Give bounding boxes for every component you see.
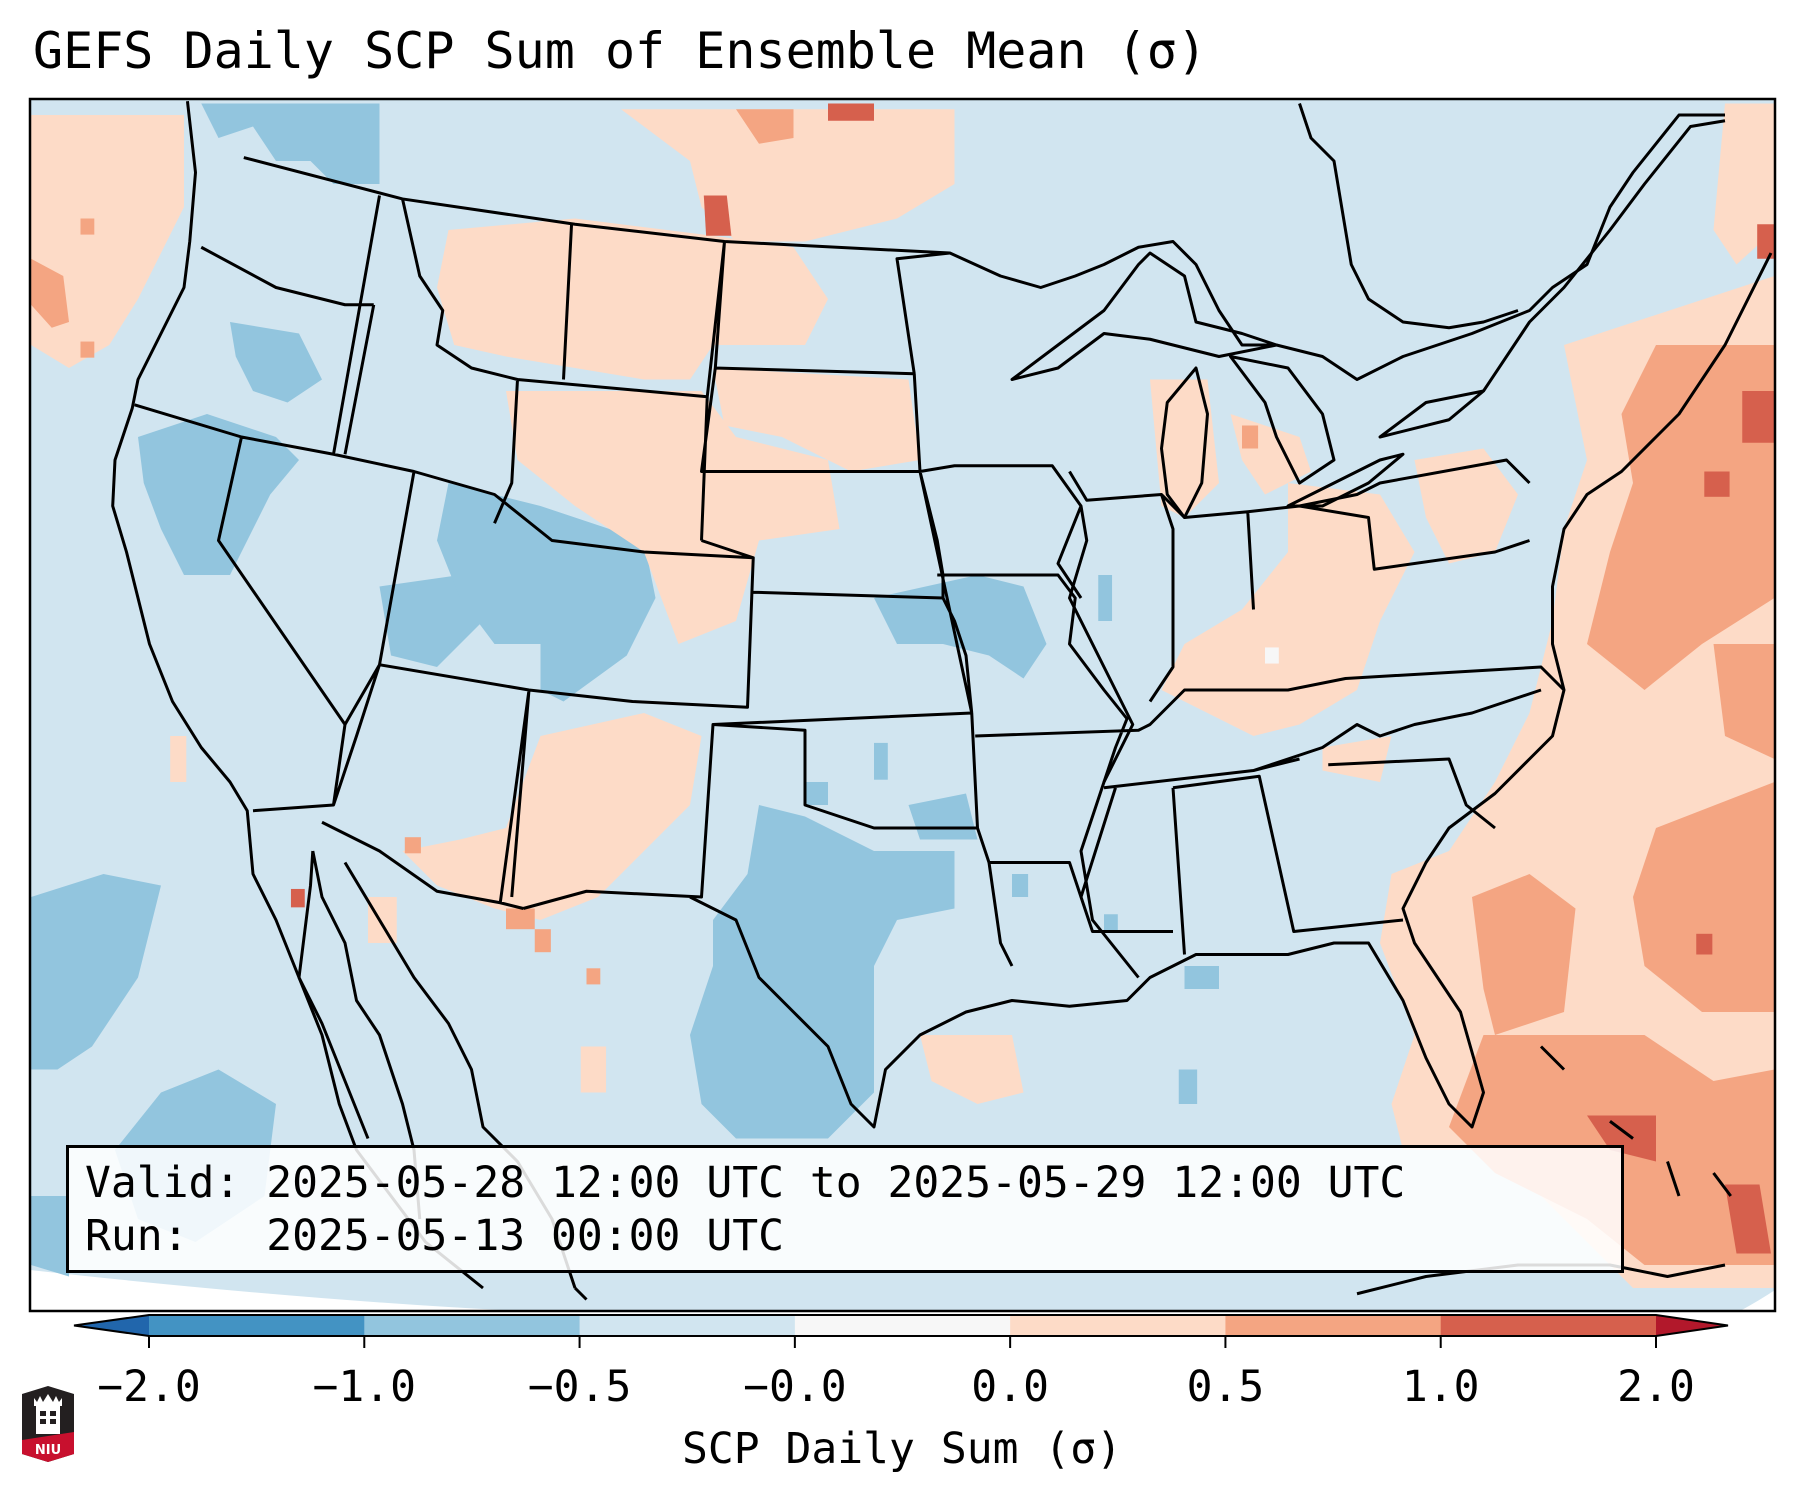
anomaly-patch xyxy=(80,218,95,235)
state-borders xyxy=(134,195,1566,967)
colorbar-label: SCP Daily Sum (σ) xyxy=(681,1424,1123,1474)
domain-edge-right xyxy=(1740,1290,1775,1311)
colorbar-tick-label: −2.0 xyxy=(97,1362,201,1412)
anomaly-patch xyxy=(402,713,702,920)
anomaly-patch xyxy=(1742,391,1775,443)
colorbar-extend-over xyxy=(1656,1315,1728,1336)
colorbar-segment xyxy=(1010,1315,1226,1336)
coastline-gulf-atlantic xyxy=(573,252,1773,1301)
anomaly-patch xyxy=(805,782,828,805)
anomaly-patch xyxy=(170,736,187,782)
colorbar-tick-label: 0.5 xyxy=(1186,1362,1265,1412)
colorbar-tick-label: −0.5 xyxy=(527,1362,632,1412)
colorbar-segment xyxy=(1225,1315,1442,1336)
lake-michigan xyxy=(1160,366,1209,519)
anomaly-patch xyxy=(1098,575,1113,621)
anomaly-patch xyxy=(31,115,184,368)
anomaly-patch xyxy=(138,414,299,575)
colorbar-segment xyxy=(794,1315,1011,1336)
colorbar-segment xyxy=(364,1315,581,1336)
anomaly-patch xyxy=(368,897,397,943)
anomaly-patch xyxy=(586,968,601,985)
anomaly-patch xyxy=(506,391,840,644)
anomaly-patch xyxy=(31,258,69,328)
anomaly-patch xyxy=(1161,483,1415,736)
coastline-baja xyxy=(297,850,422,1220)
anomaly-patch xyxy=(1178,1069,1198,1104)
valid-time: Valid: 2025-05-28 12:00 UTC to 2025-05-2… xyxy=(85,1158,1406,1208)
anomaly-patch xyxy=(80,341,95,358)
anomaly-patch xyxy=(713,368,920,472)
anomaly-patch xyxy=(874,742,888,780)
anomaly-patch xyxy=(404,837,421,854)
colorbar-extend-under xyxy=(74,1315,149,1336)
anomaly-patch xyxy=(437,218,828,380)
domain-edge-left xyxy=(30,1270,520,1311)
anomaly-patch xyxy=(920,1035,1024,1104)
lake-superior xyxy=(1010,251,1278,381)
anomaly-patch xyxy=(1704,471,1730,497)
anomaly-patch xyxy=(290,888,305,908)
boundaries xyxy=(111,101,1773,1301)
lake-erie xyxy=(1286,452,1405,508)
anomaly-patch xyxy=(31,874,161,1070)
coastline-pacific xyxy=(111,101,484,1290)
niu-logo: NIU xyxy=(22,1386,74,1462)
anomaly-patch xyxy=(1414,448,1518,564)
anomaly-patch xyxy=(1012,874,1029,897)
colorbar-tick-label: 2.0 xyxy=(1617,1362,1695,1412)
anomaly-patch xyxy=(690,805,955,1139)
anomaly-patch xyxy=(703,195,732,236)
bahamas xyxy=(1539,1045,1732,1197)
anomaly-field xyxy=(31,103,1775,1288)
anomaly-patch xyxy=(1587,345,1775,690)
anomaly-patch xyxy=(1725,1184,1771,1254)
colorbar-segment xyxy=(579,1315,796,1336)
coastline-canada xyxy=(1298,103,1726,392)
anomaly-patch xyxy=(534,929,551,953)
chart-title: GEFS Daily SCP Sum of Ensemble Mean (σ) xyxy=(33,22,1207,80)
colorbar-segment xyxy=(149,1315,365,1336)
anomaly-patch xyxy=(736,109,794,144)
lake-huron xyxy=(1229,355,1336,485)
anomaly-patch xyxy=(31,1196,69,1277)
anomaly-patch xyxy=(1696,933,1713,955)
anomaly-patch xyxy=(874,575,1047,679)
river-mississippi xyxy=(1068,505,1140,979)
border-canada-us xyxy=(243,113,1725,381)
anomaly-patch xyxy=(379,575,483,667)
anomaly-patch xyxy=(1184,966,1219,989)
anomaly-patch xyxy=(580,1046,607,1093)
map-frame xyxy=(28,97,1777,1313)
anomaly-patch xyxy=(1322,736,1392,782)
anomaly-patch xyxy=(230,322,322,403)
colorbar-segment xyxy=(1440,1315,1657,1336)
anomaly-patch xyxy=(828,103,874,121)
anomaly-patch xyxy=(1713,644,1775,759)
colorbar-tick-label: −1.0 xyxy=(312,1362,417,1412)
colorbar-tick-label: −0.0 xyxy=(743,1362,847,1412)
anomaly-patch xyxy=(437,483,656,702)
anomaly-patch xyxy=(1633,782,1775,1012)
anomaly-patch xyxy=(621,109,955,242)
anomaly-patch xyxy=(1104,914,1118,932)
anomaly-patch xyxy=(1587,1115,1656,1162)
colorbar-tick-label: 1.0 xyxy=(1401,1362,1480,1412)
anomaly-patch xyxy=(1757,224,1775,259)
logo-text: NIU xyxy=(35,1443,61,1458)
anomaly-patch xyxy=(506,908,535,930)
info-box: Valid: 2025-05-28 12:00 UTC to 2025-05-2… xyxy=(66,1145,1624,1273)
run-time: Run: 2025-05-13 00:00 UTC xyxy=(85,1211,784,1261)
anomaly-patch xyxy=(201,103,380,184)
anomaly-patch xyxy=(1242,425,1259,449)
anomaly-patch xyxy=(1265,647,1279,664)
colorbar xyxy=(73,1314,1729,1348)
anomaly-patch xyxy=(1472,874,1576,1035)
colorbar-tick-label: 0.0 xyxy=(971,1362,1049,1412)
